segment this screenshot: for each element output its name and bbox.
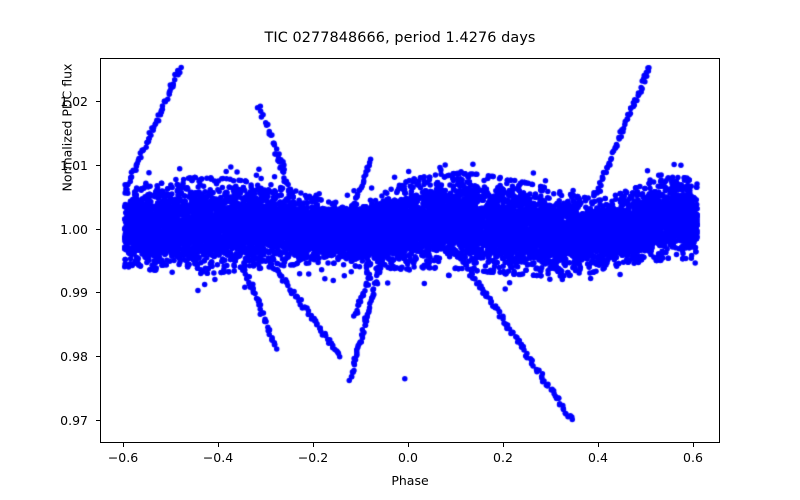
x-tick-label: −0.2 <box>297 450 329 465</box>
x-tick-label: −0.6 <box>107 450 139 465</box>
x-tick-label: 0.4 <box>588 450 608 465</box>
x-tick-mark <box>123 443 125 447</box>
plot-area <box>100 58 720 443</box>
x-tick-mark <box>408 443 410 447</box>
y-tick-mark <box>96 356 100 358</box>
y-tick-mark <box>96 165 100 167</box>
x-tick-label: 0.0 <box>398 450 418 465</box>
y-tick-mark <box>96 292 100 294</box>
x-axis-label: Phase <box>391 473 429 488</box>
y-axis-label: Normalized PDC flux <box>59 63 75 192</box>
scatter-plot <box>101 59 719 442</box>
x-tick-mark <box>218 443 220 447</box>
y-tick-label: 1.01 <box>60 158 88 173</box>
y-tick-label: 0.98 <box>60 349 88 364</box>
x-tick-mark <box>313 443 315 447</box>
x-tick-mark <box>503 443 505 447</box>
x-tick-mark <box>693 443 695 447</box>
x-tick-mark <box>598 443 600 447</box>
y-tick-label: 1.00 <box>60 222 88 237</box>
x-tick-label: −0.4 <box>202 450 234 465</box>
x-tick-label: 0.6 <box>683 450 703 465</box>
y-tick-label: 0.97 <box>60 413 88 428</box>
y-tick-mark <box>96 101 100 103</box>
page-title: TIC 0277848666, period 1.4276 days <box>264 30 536 46</box>
x-tick-label: 0.2 <box>493 450 513 465</box>
y-tick-mark <box>96 420 100 422</box>
y-tick-label: 0.99 <box>60 285 88 300</box>
y-tick-mark <box>96 229 100 231</box>
y-tick-label: 1.02 <box>60 94 88 109</box>
